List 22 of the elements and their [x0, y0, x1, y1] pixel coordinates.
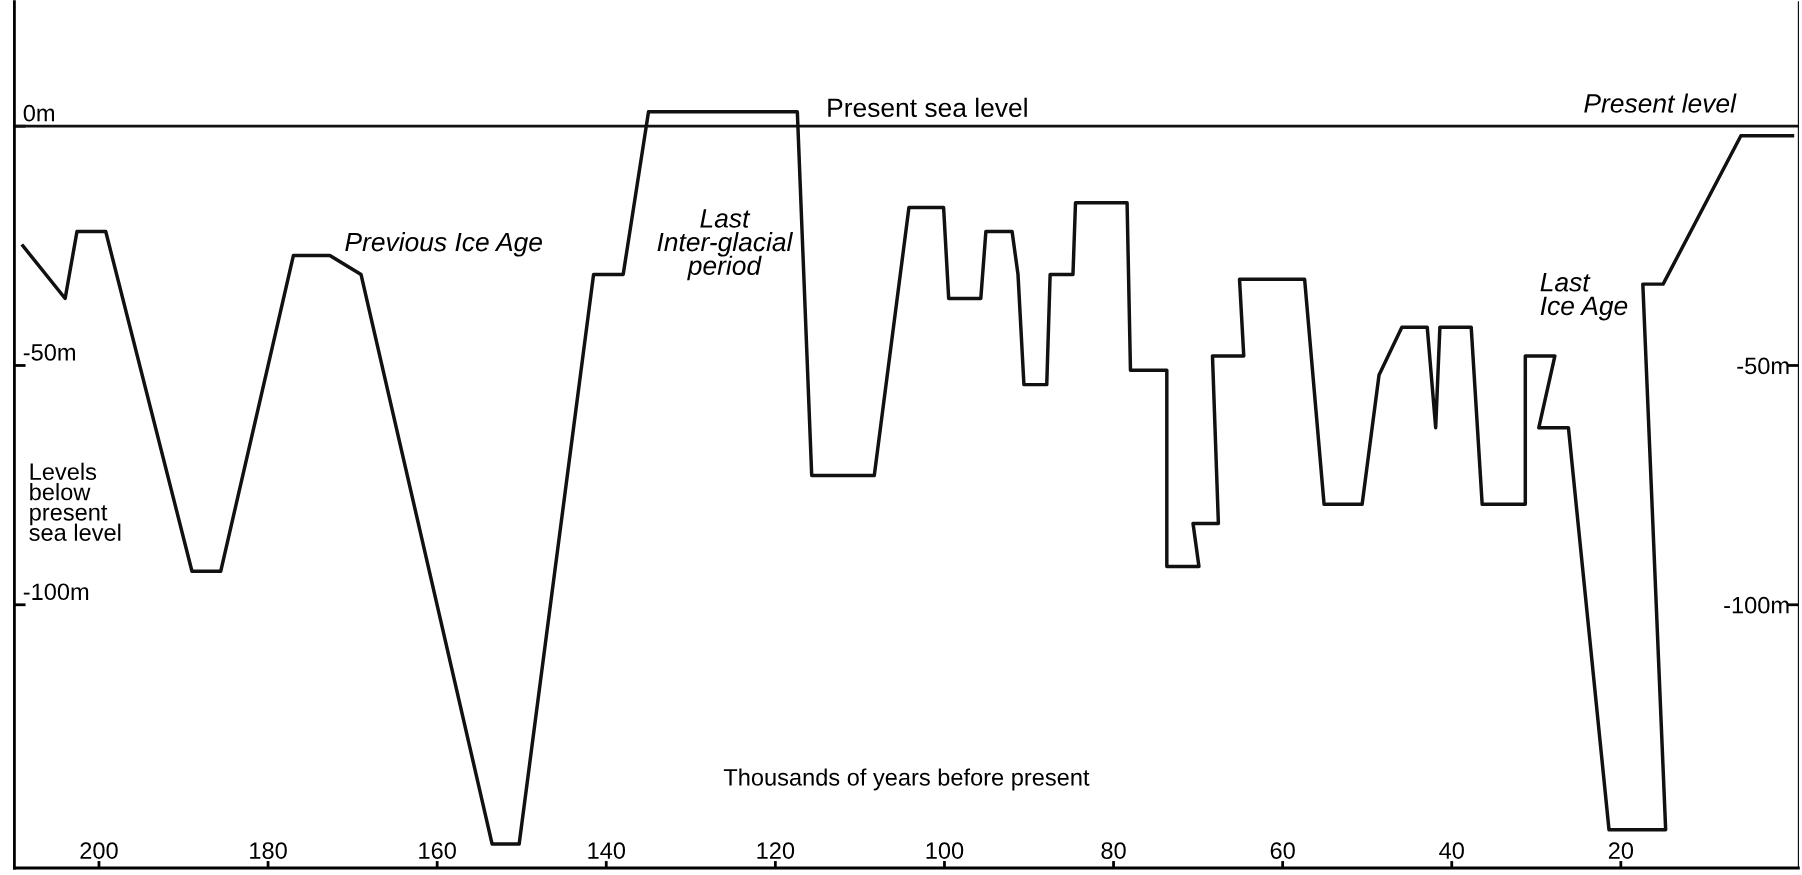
y2-tick-label: -100m — [1724, 596, 1789, 614]
annotation: Previous Ice Age — [345, 232, 542, 257]
y-tick-label: 0m — [23, 104, 54, 122]
annotation: Present level — [1584, 93, 1737, 113]
x-tick-label: 80 — [1101, 842, 1126, 859]
x-tick-label: 160 — [419, 842, 456, 859]
x-tick-label: 200 — [80, 842, 118, 859]
x-tick-label: 180 — [250, 842, 287, 859]
annotation: Last Inter-glacial period — [657, 209, 794, 281]
x-tick-label: 40 — [1439, 842, 1464, 859]
y2-tick-label: -50m — [1737, 357, 1789, 375]
y-tick-label: -50m — [23, 344, 75, 361]
x-tick-label: 60 — [1270, 842, 1295, 859]
x-tick-label: 120 — [757, 842, 795, 859]
annotation: Last Ice Age — [1540, 273, 1628, 321]
x-tick-label: 100 — [926, 842, 964, 859]
y-tick-label: -100m — [23, 583, 89, 601]
x-axis-title: Thousands of years before present — [723, 768, 1090, 791]
annotation: Present sea level — [828, 97, 1027, 118]
x-tick-label: 140 — [588, 842, 626, 859]
x-tick-label: 20 — [1608, 842, 1634, 859]
y-axis-title: Levels below present sea level — [29, 462, 121, 541]
